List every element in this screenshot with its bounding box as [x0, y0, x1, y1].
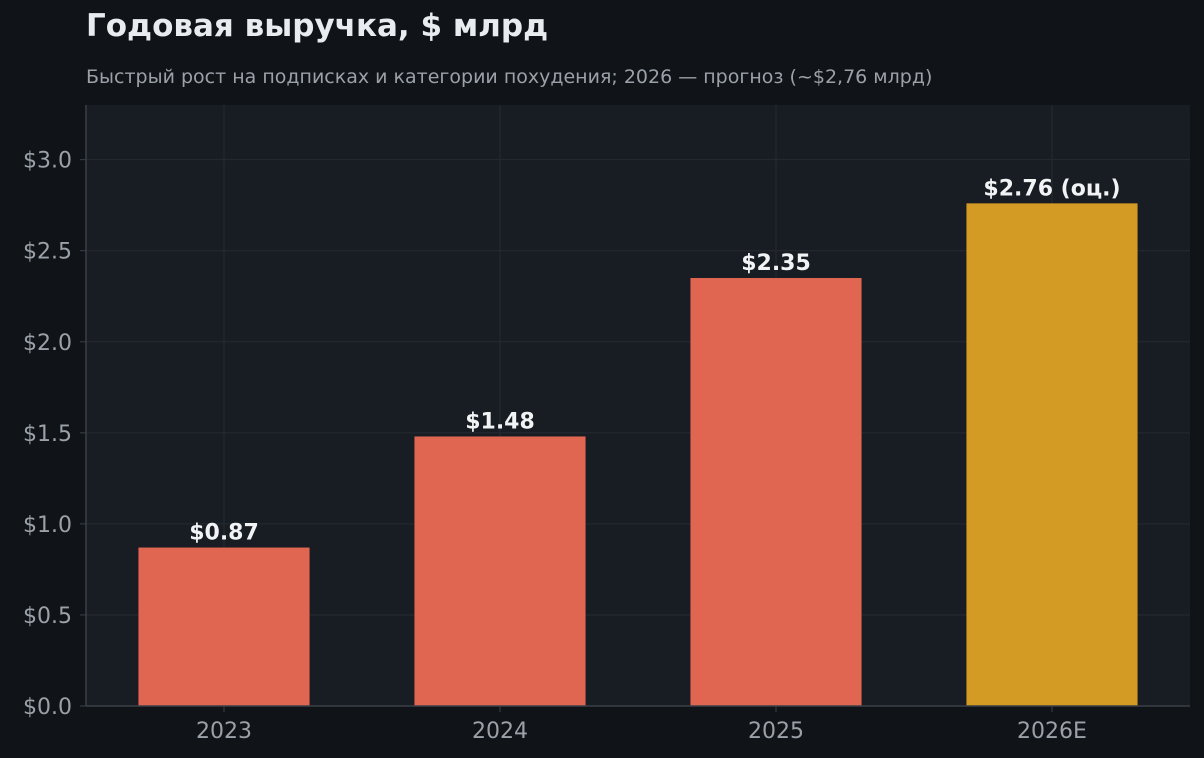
y-tick-label: $3.0 [23, 149, 72, 174]
y-tick-label: $0.5 [23, 604, 72, 629]
bar [690, 278, 862, 706]
y-tick-label: $1.0 [23, 513, 72, 538]
axes [80, 105, 1190, 712]
bar-value-label: $0.87 [189, 521, 259, 546]
bar-value-label: $2.35 [741, 251, 811, 276]
y-tick-label: $2.5 [23, 240, 72, 265]
y-tick-label: $2.0 [23, 331, 72, 356]
bar-value-label: $1.48 [465, 409, 535, 434]
x-tick-label: 2024 [472, 719, 528, 744]
chart-title: Годовая выручка, $ млрд [86, 8, 549, 44]
chart-subtitle: Быстрый рост на подписках и категории по… [86, 66, 933, 88]
y-tick-label: $0.0 [23, 695, 72, 720]
bar [414, 436, 586, 706]
x-tick-label: 2023 [196, 719, 252, 744]
bar-value-label: $2.76 (оц.) [983, 176, 1120, 201]
labels: $0.0 $0.5 $1.0 $1.5 $2.0 $2.5 $3.0 $0.87 2023 $1.… [23, 149, 1121, 744]
x-tick-label: 2026E [1017, 719, 1087, 744]
y-tick-label: $1.5 [23, 422, 72, 447]
bars [138, 203, 1138, 706]
bar-forecast [966, 203, 1138, 706]
bar [138, 547, 310, 706]
x-tick-label: 2025 [748, 719, 804, 744]
